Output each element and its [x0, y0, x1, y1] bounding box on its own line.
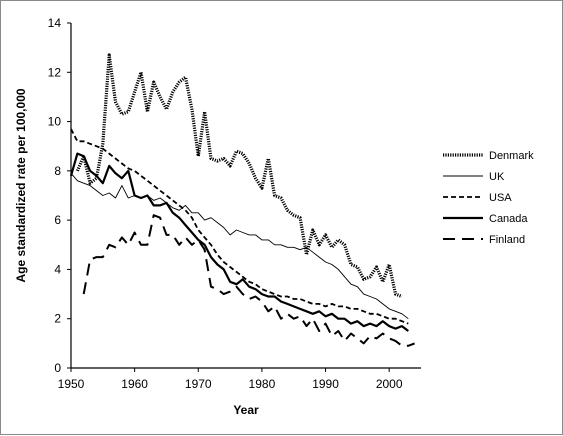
x-axis-title: Year — [233, 403, 259, 417]
series-line-uk — [70, 173, 409, 320]
legend-label-usa: USA — [489, 192, 512, 204]
series-line-usa — [70, 128, 409, 325]
legend-label-canada: Canada — [489, 213, 528, 225]
x-tick-label: 1960 — [121, 377, 148, 391]
series-lines — [69, 53, 415, 347]
y-axis-title: Age standardized rate per 100,000 — [14, 88, 28, 282]
series-line-denmark — [75, 53, 403, 298]
x-tick-label: 1980 — [249, 377, 276, 391]
axes — [67, 22, 421, 372]
y-tick-label: 6 — [54, 213, 61, 227]
y-tick-label: 4 — [54, 262, 61, 276]
y-tick-label: 2 — [54, 312, 61, 326]
legend: Denmark UK USA Canada Finland — [443, 150, 534, 246]
series-line-canada — [69, 152, 409, 332]
legend-label-denmark: Denmark — [489, 150, 534, 162]
y-tick-label: 8 — [54, 164, 61, 178]
legend-label-finland: Finland — [489, 234, 525, 246]
x-tick-labels: 1950 1960 1970 1980 1990 2000 — [58, 377, 403, 391]
x-tick-label: 1990 — [312, 377, 339, 391]
x-tick-label: 1970 — [185, 377, 212, 391]
y-tick-label: 12 — [48, 65, 62, 79]
y-tick-label: 0 — [54, 361, 61, 375]
y-tick-label: 14 — [48, 16, 62, 30]
y-tick-labels: 0 2 4 6 8 10 12 14 — [48, 16, 62, 375]
y-tick-label: 10 — [48, 115, 62, 129]
legend-label-uk: UK — [489, 171, 505, 183]
x-tick-label: 2000 — [376, 377, 403, 391]
x-tick-label: 1950 — [58, 377, 85, 391]
